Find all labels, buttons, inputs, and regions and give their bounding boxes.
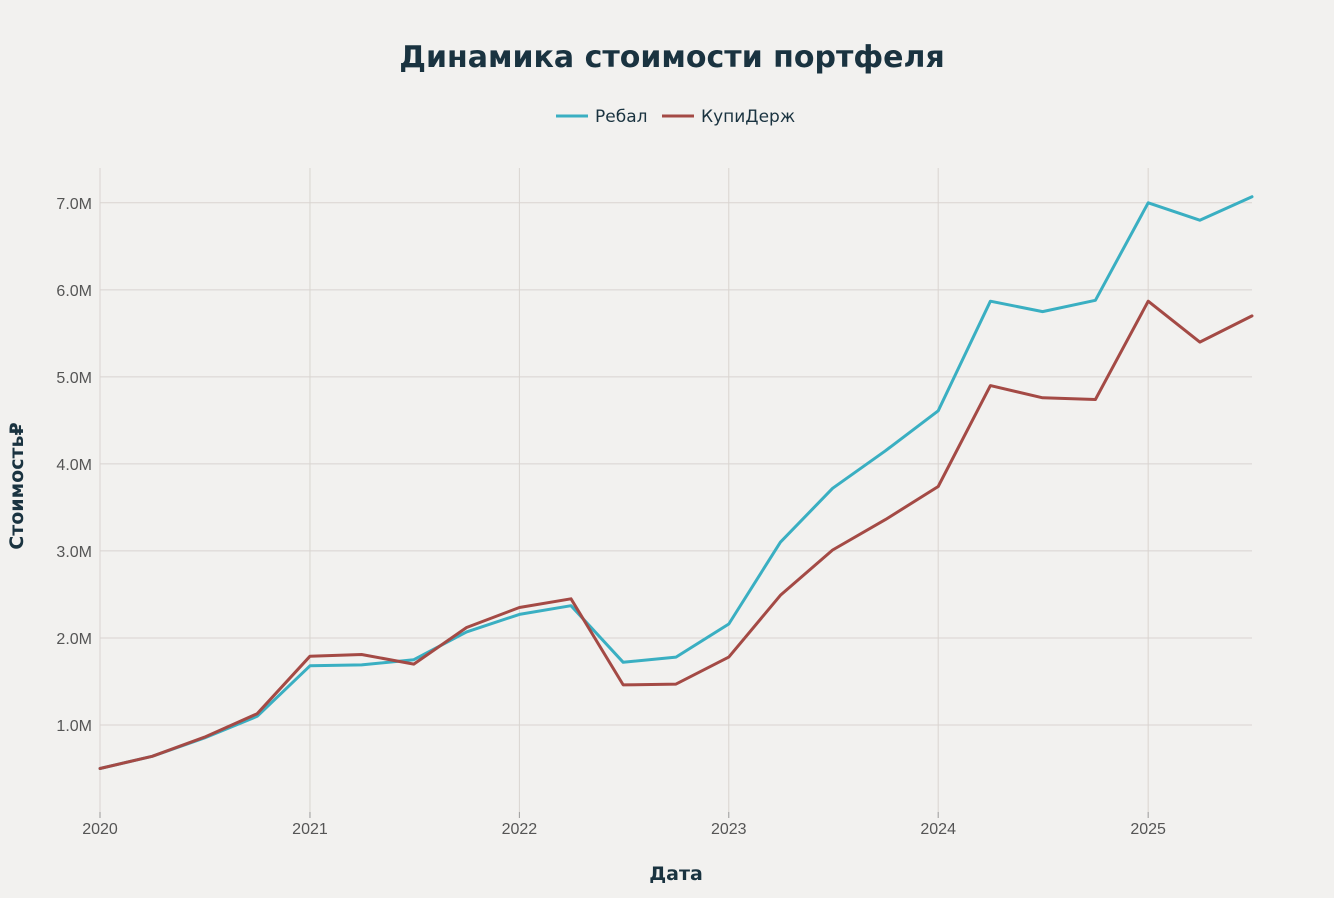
legend: Ребал КупиДерж — [556, 107, 795, 127]
y-tick-label: 6.0M — [56, 283, 92, 300]
series-line-0 — [98, 195, 1254, 770]
grid — [99, 168, 1252, 812]
x-tick-label: 2020 — [82, 821, 118, 838]
x-tick-label: 2022 — [502, 821, 538, 838]
x-tick-label: 2025 — [1130, 821, 1166, 838]
y-tick-label: 1.0M — [56, 718, 92, 735]
y-axis-ticks: 1.0M 2.0M 3.0M 4.0M 5.0M 6.0M 7.0M — [56, 196, 92, 735]
x-axis-title: Дата — [649, 863, 703, 885]
y-tick-label: 7.0M — [56, 196, 92, 213]
x-tick-label: 2021 — [292, 821, 328, 838]
chart-title: Динамика стоимости портфеля — [399, 40, 944, 75]
series-line-1 — [98, 299, 1254, 770]
y-axis-title: Стоимость₽ — [6, 422, 28, 549]
y-tick-label: 3.0M — [56, 544, 92, 561]
y-tick-label: 4.0M — [56, 457, 92, 474]
series-group — [98, 195, 1254, 770]
y-tick-label: 2.0M — [56, 631, 92, 648]
x-tick-label: 2023 — [711, 821, 747, 838]
legend-label: Ребал — [595, 107, 647, 127]
x-axis-ticks: 2020 2021 2022 2023 2024 2025 — [82, 812, 1166, 838]
x-tick-label: 2024 — [920, 821, 956, 838]
legend-label: КупиДерж — [701, 107, 795, 127]
y-tick-label: 5.0M — [56, 370, 92, 387]
